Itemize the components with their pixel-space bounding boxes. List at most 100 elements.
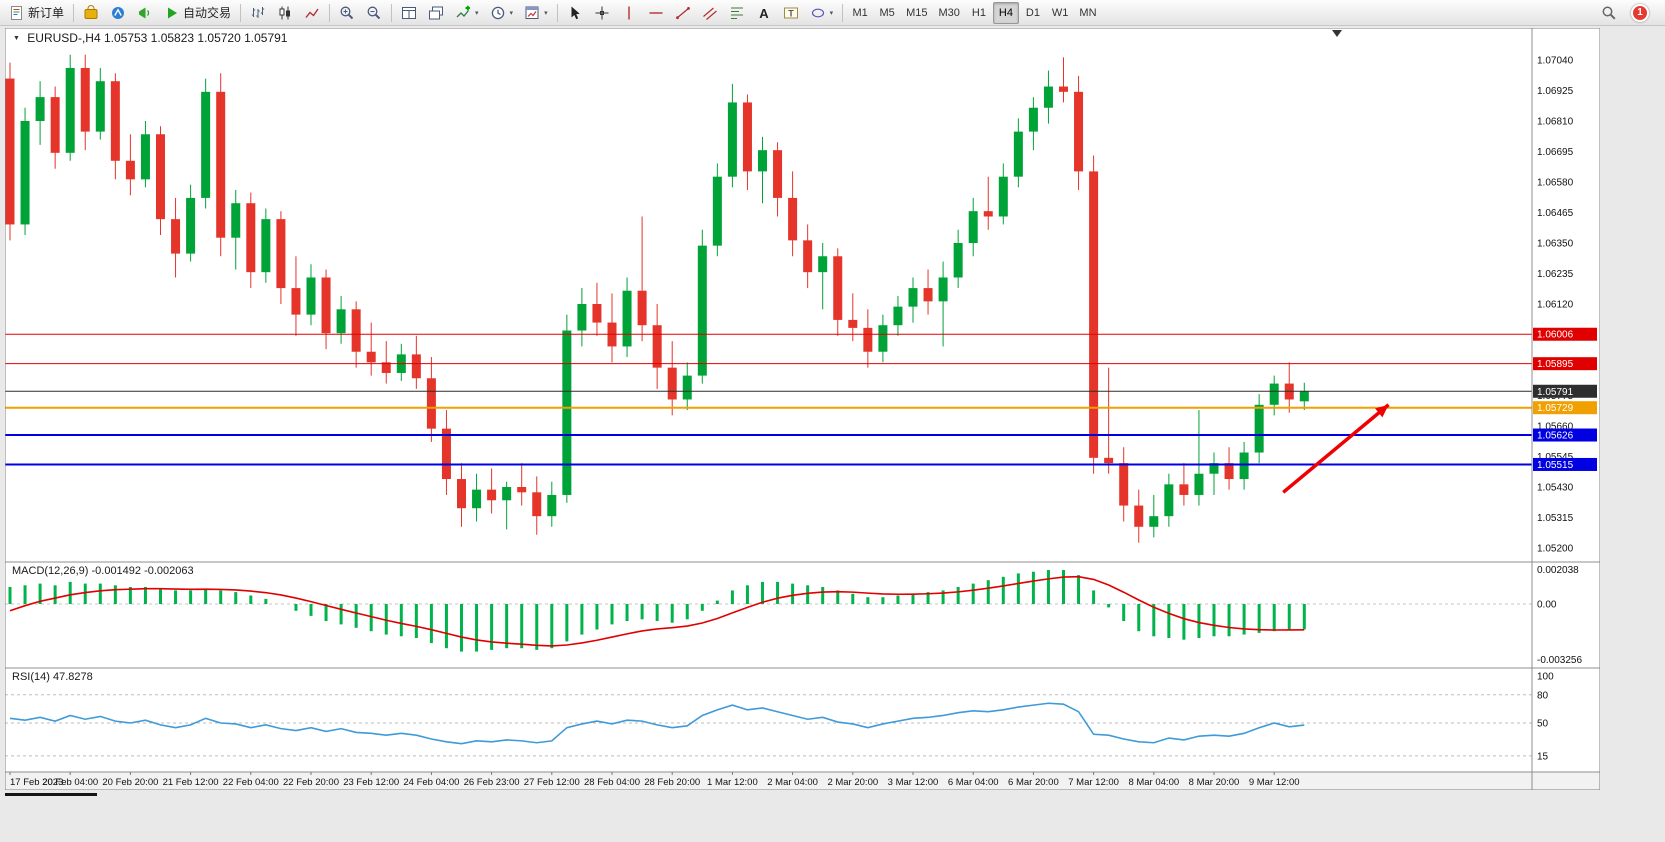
tf-m1-button[interactable]: M1 [847,2,873,24]
market-icon [83,5,99,21]
trend-arrow[interactable] [1282,403,1390,494]
horizontal-lines[interactable] [5,333,1532,466]
toolbar-separator [842,3,844,22]
svg-text:1.06235: 1.06235 [1537,269,1574,280]
community-button[interactable] [105,2,131,24]
tf-m15-button[interactable]: M15 [901,2,932,24]
candlestick-chart-button[interactable] [272,2,298,24]
periods-icon [490,5,506,21]
auto-trading-label: 自动交易 [183,6,232,20]
toolbar-separator [391,3,393,22]
dropdown-caret-icon: ▾ [829,9,834,17]
svg-text:23 Feb 12:00: 23 Feb 12:00 [343,777,399,788]
svg-text:2 Mar 04:00: 2 Mar 04:00 [767,777,818,788]
svg-text:1.06465: 1.06465 [1537,208,1574,219]
svg-text:0.00: 0.00 [1537,600,1557,611]
channel-button[interactable] [697,2,723,24]
trendline-button[interactable] [670,2,696,24]
tf-h1-button[interactable]: H1 [966,2,992,24]
tf-mn-button[interactable]: MN [1074,2,1101,24]
fibonacci-button[interactable] [724,2,750,24]
candles [5,54,1309,543]
templates-icon [524,5,540,21]
notification-badge[interactable]: 1 [1631,3,1649,22]
svg-text:27 Feb 12:00: 27 Feb 12:00 [524,777,580,788]
svg-text:8 Mar 20:00: 8 Mar 20:00 [1189,777,1240,788]
zoom-out-button[interactable] [361,2,387,24]
svg-text:50: 50 [1537,719,1549,730]
svg-text:20 Feb 20:00: 20 Feb 20:00 [102,777,158,788]
news-icon [139,7,153,18]
bottom-strip [0,790,1665,842]
svg-text:3 Mar 12:00: 3 Mar 12:00 [888,777,939,788]
cursor-button[interactable] [562,2,588,24]
zoom-in-icon [339,5,355,21]
svg-text:1.05315: 1.05315 [1537,513,1574,524]
svg-text:9 Mar 12:00: 9 Mar 12:00 [1249,777,1300,788]
svg-text:17 Feb 2023: 17 Feb 2023 [10,777,63,788]
tf-h4-button[interactable]: H4 [992,1,1019,24]
new-order-button[interactable]: 新订单 [4,2,69,24]
cascade-windows-button[interactable] [423,2,449,24]
auto-trading-button[interactable]: 自动交易 [159,2,236,24]
chart-canvas[interactable]: 1.07040 1.06925 1.06810 1.06695 1.06580 1.064… [5,28,1600,790]
vertical-line-icon [621,5,637,21]
macd-panel [5,570,1532,652]
trendline-icon [675,6,690,19]
svg-text:1.05200: 1.05200 [1537,544,1574,555]
svg-text:1.06006: 1.06006 [1537,330,1574,341]
rsi-panel [5,694,1532,757]
tile-windows-button[interactable] [396,2,422,24]
text-button[interactable]: A [751,2,777,24]
price-badges: 1.06006 1.05895 1.05791 1.05729 1.05626 1.055… [1533,327,1597,471]
svg-text:1.06695: 1.06695 [1537,147,1574,158]
search-button[interactable] [1596,2,1622,24]
line-chart-icon [304,5,320,21]
horizontal-line-button[interactable] [643,2,669,24]
market-button[interactable] [78,2,104,24]
toolbar-separator [73,3,75,22]
svg-text:1.05626: 1.05626 [1537,431,1574,442]
shapes-icon [811,8,824,17]
chart-window: 1.07040 1.06925 1.06810 1.06695 1.06580 1.064… [5,28,1600,790]
periods-button[interactable]: ▾ [485,2,519,24]
text-icon: A [759,6,769,21]
tf-d1-button[interactable]: D1 [1020,2,1046,24]
svg-text:1.07040: 1.07040 [1537,56,1574,67]
line-chart-button[interactable] [299,2,325,24]
chart-shift-marker[interactable] [1332,30,1342,37]
crosshair-button[interactable] [589,2,615,24]
svg-text:-0.003256: -0.003256 [1537,655,1582,666]
vertical-line-button[interactable] [616,2,642,24]
toolbar-separator [556,3,558,22]
indicators-button[interactable]: ▾ [450,2,484,24]
tf-m5-button[interactable]: M5 [874,2,900,24]
templates-button[interactable]: ▾ [519,2,553,24]
toolbar: 新订单 自动交易 [0,0,1665,26]
news-button[interactable] [132,2,158,24]
svg-text:1.06350: 1.06350 [1537,239,1574,250]
new-order-label: 新订单 [28,6,65,20]
auto-trading-icon [168,7,178,18]
svg-text:1.06925: 1.06925 [1537,86,1574,97]
svg-text:1.06580: 1.06580 [1537,178,1574,189]
svg-text:1.05515: 1.05515 [1537,460,1574,471]
label-button[interactable]: T [778,2,804,24]
horizontal-scrollbar[interactable] [5,793,97,796]
tf-m30-button[interactable]: M30 [934,2,965,24]
svg-text:6 Mar 04:00: 6 Mar 04:00 [948,777,999,788]
bar-chart-button[interactable] [245,2,271,24]
svg-text:28 Feb 20:00: 28 Feb 20:00 [644,777,700,788]
channel-icon [702,5,718,21]
zoom-in-button[interactable] [334,2,360,24]
shapes-button[interactable]: ▾ [805,2,839,24]
tf-w1-button[interactable]: W1 [1047,2,1074,24]
svg-text:24 Feb 04:00: 24 Feb 04:00 [403,777,459,788]
bar-chart-icon [250,5,266,21]
svg-text:1 Mar 12:00: 1 Mar 12:00 [707,777,758,788]
svg-text:15: 15 [1537,751,1549,762]
svg-text:2 Mar 20:00: 2 Mar 20:00 [827,777,878,788]
svg-text:21 Feb 12:00: 21 Feb 12:00 [163,777,219,788]
